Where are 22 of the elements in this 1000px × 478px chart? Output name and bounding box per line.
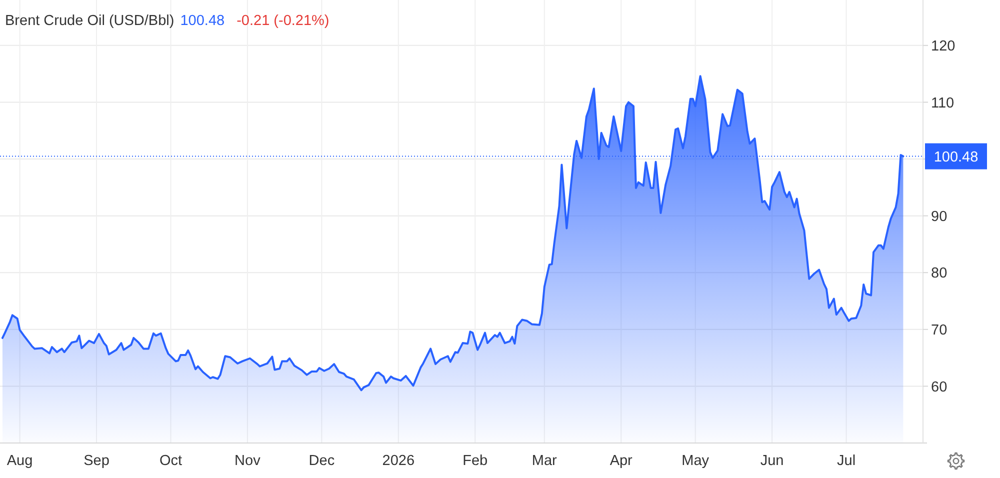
ref-line-label: 100.48	[934, 149, 978, 166]
y-tick-label: 120	[931, 38, 956, 55]
y-tick-label: 60	[931, 379, 948, 396]
x-tick-label: Oct	[159, 453, 182, 469]
annotation: -0.21 (-0.21%)	[236, 13, 330, 29]
y-tick-label: 80	[931, 266, 948, 282]
text: Brent Crude Oil (USD/Bbl)	[5, 13, 174, 29]
y-tick-label: 90	[931, 208, 948, 225]
annotation: 100.48	[180, 13, 225, 29]
x-tick-label: Feb	[462, 453, 488, 469]
x-tick-label: Jun	[760, 453, 784, 469]
x-tick-label: Sep	[84, 453, 110, 469]
x-tick-label: Apr	[610, 453, 633, 469]
x-tick-label: Dec	[308, 453, 335, 469]
x-tick-label: May	[682, 453, 710, 469]
y-tick-label: 110	[931, 95, 954, 112]
x-tick-label: Nov	[234, 453, 262, 469]
y-tick-label: 70	[931, 322, 948, 338]
x-tick-label: Jul	[837, 453, 856, 469]
x-tick-label: Mar	[532, 453, 558, 469]
x-tick-label: Aug	[6, 453, 33, 469]
x-tick-label: 2026	[382, 453, 415, 469]
